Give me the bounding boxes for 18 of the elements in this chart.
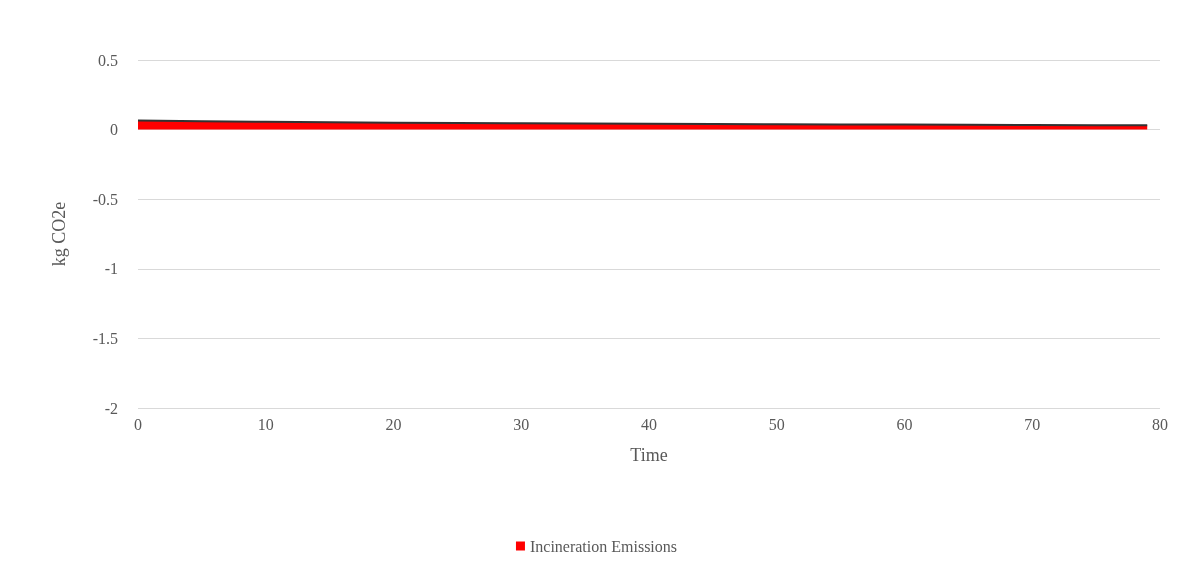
x-tick-label: 70 — [1024, 415, 1041, 433]
x-tick-label: 80 — [1152, 415, 1168, 433]
x-tick-label: 0 — [134, 415, 142, 433]
y-tick-label: -2 — [104, 399, 118, 417]
y-tick-label: -1.5 — [92, 329, 118, 347]
x-tick-label: 20 — [385, 415, 402, 433]
x-tick-label: 60 — [896, 415, 913, 433]
y-tick-label: -0.5 — [92, 190, 118, 208]
x-tick-label: 30 — [513, 415, 530, 433]
x-tick-label: 50 — [768, 415, 785, 433]
y-axis-title: kg CO2e — [49, 201, 69, 267]
x-axis-title: Time — [630, 445, 668, 465]
y-tick-label: 0.5 — [98, 51, 118, 69]
x-tick-label: 40 — [641, 415, 657, 433]
legend-label: Incineration Emissions — [529, 537, 678, 555]
x-tick-label: 10 — [257, 415, 274, 433]
y-tick-label: 0 — [110, 121, 118, 139]
y-tick-label: -1 — [104, 260, 118, 278]
